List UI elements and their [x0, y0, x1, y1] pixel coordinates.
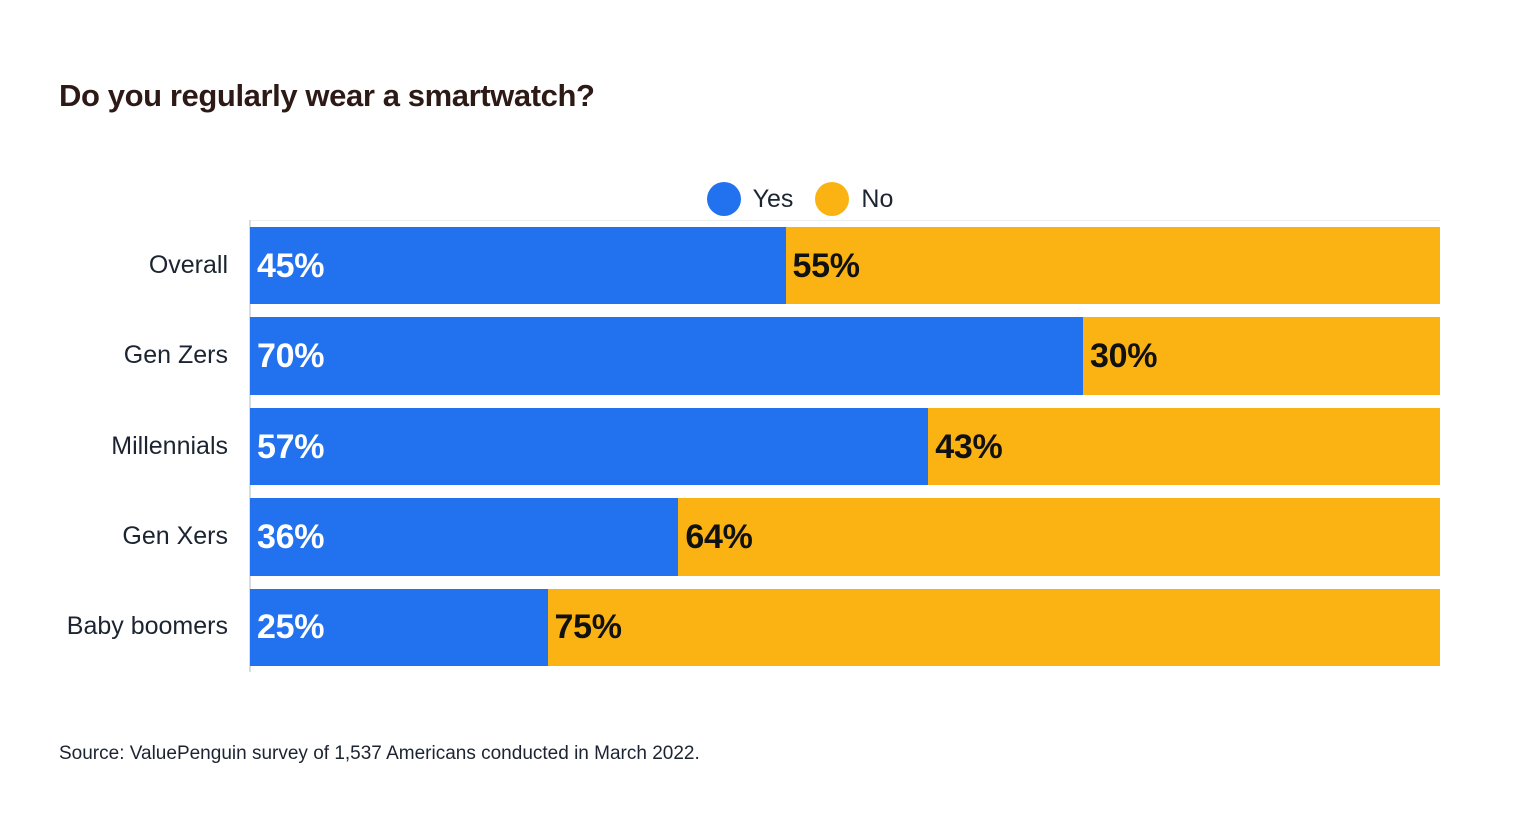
- circle-swatch-yes-icon: [706, 182, 741, 216]
- bar-value-label-no: 43%: [935, 427, 1003, 466]
- chart-title: Do you regularly wear a smartwatch?: [59, 78, 595, 113]
- legend-item-yes[interactable]: Yes: [706, 182, 794, 216]
- y-axis-tick-overall: Overall: [0, 220, 228, 310]
- table-row: 25% 75%: [250, 582, 1440, 672]
- bar-segment-no[interactable]: 30%: [1083, 317, 1440, 395]
- bar-value-label-no: 55%: [792, 246, 860, 285]
- y-axis-label-text: Gen Zers: [123, 341, 228, 370]
- y-axis-label-text: Gen Xers: [122, 521, 228, 550]
- bar-segment-yes[interactable]: 25%: [250, 588, 548, 667]
- circle-swatch-no-icon: [815, 182, 850, 216]
- chart-legend: Yes No: [0, 182, 1520, 216]
- y-axis-label-text: Baby boomers: [66, 612, 228, 641]
- bar-segment-no[interactable]: 75%: [547, 588, 1440, 667]
- legend-item-no[interactable]: No: [815, 182, 893, 216]
- bar-value-label-yes: 57%: [257, 427, 325, 466]
- bar-segment-yes[interactable]: 57%: [250, 407, 929, 486]
- plot-area: 45% 55% 70% 30% 57% 43%: [249, 220, 1440, 672]
- legend-label-no: No: [861, 184, 894, 213]
- y-axis-category-labels: Overall Gen Zers Millennials Gen Xers Ba…: [0, 220, 228, 672]
- bar-segment-no[interactable]: 55%: [785, 227, 1440, 305]
- bar-value-label-yes: 25%: [257, 608, 325, 647]
- source-note: Source: ValuePenguin survey of 1,537 Ame…: [59, 743, 700, 764]
- bar-segment-yes[interactable]: 45%: [250, 227, 786, 305]
- bar-rows: 45% 55% 70% 30% 57% 43%: [250, 220, 1440, 672]
- bar-value-label-yes: 36%: [257, 517, 325, 556]
- table-row: 45% 55%: [250, 220, 1440, 310]
- bar-segment-yes[interactable]: 36%: [250, 498, 679, 576]
- bar-value-label-no: 30%: [1090, 337, 1158, 376]
- bar-value-label-yes: 70%: [257, 337, 325, 376]
- table-row: 70% 30%: [250, 310, 1440, 400]
- legend-label-yes: Yes: [752, 184, 794, 213]
- bar-value-label-no: 64%: [685, 517, 753, 556]
- y-axis-label-text: Overall: [148, 250, 228, 279]
- bar-segment-no[interactable]: 43%: [928, 407, 1440, 486]
- plot-top-rule: [250, 220, 1440, 221]
- bar-value-label-yes: 45%: [257, 246, 325, 285]
- y-axis-tick-gen-xers: Gen Xers: [0, 491, 228, 581]
- y-axis-tick-millennials: Millennials: [0, 401, 228, 491]
- bar-value-label-no: 75%: [554, 608, 622, 647]
- bar-segment-yes[interactable]: 70%: [250, 317, 1083, 395]
- y-axis-tick-baby-boomers: Baby boomers: [0, 582, 228, 672]
- table-row: 36% 64%: [250, 491, 1440, 581]
- bar-segment-no[interactable]: 64%: [678, 498, 1440, 576]
- y-axis-label-text: Millennials: [111, 431, 228, 460]
- table-row: 57% 43%: [250, 401, 1440, 491]
- y-axis-tick-gen-zers: Gen Zers: [0, 310, 228, 400]
